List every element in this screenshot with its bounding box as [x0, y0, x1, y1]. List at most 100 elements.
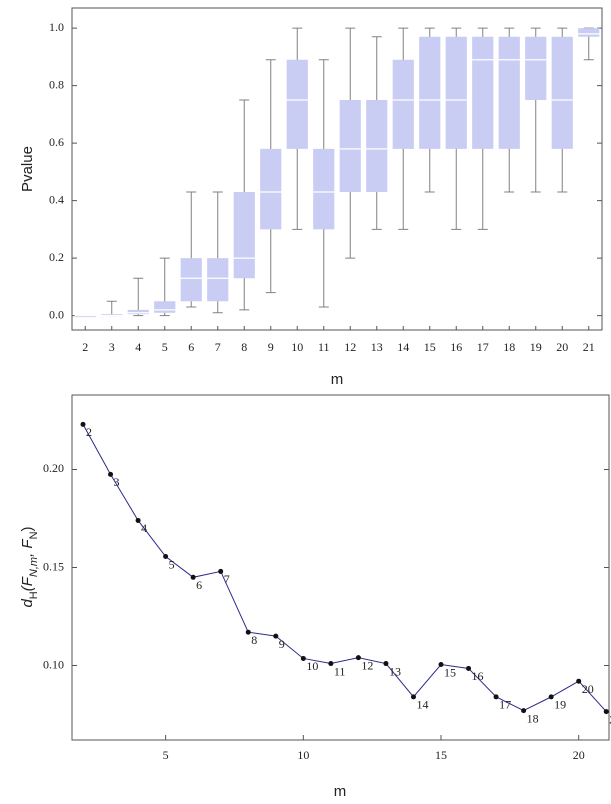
x-tick-label: 4	[135, 340, 141, 354]
data-point	[218, 568, 224, 574]
point-label: 9	[279, 637, 285, 651]
point-label: 14	[416, 698, 428, 712]
point-label: 13	[389, 664, 401, 678]
x-tick-label: 10	[297, 748, 309, 762]
y-label-part: N	[28, 531, 40, 539]
box	[286, 59, 308, 149]
y-tick-label: 0.4	[49, 192, 64, 206]
y-tick-label: 0.10	[43, 657, 64, 671]
point-label: 11	[334, 664, 346, 678]
data-point	[548, 694, 554, 700]
y-label-part: N,m	[28, 557, 40, 577]
y-tick-label: 1.0	[49, 20, 64, 34]
y-label-part: d	[19, 599, 36, 608]
point-label: 4	[141, 521, 147, 535]
data-point	[521, 708, 527, 714]
box	[498, 36, 520, 149]
data-point	[410, 694, 416, 700]
data-point	[438, 662, 444, 668]
y-tick-label: 0.2	[49, 250, 64, 264]
x-tick-label: 5	[163, 748, 169, 762]
data-line	[82, 424, 607, 712]
box	[366, 100, 388, 192]
y-axis-label: Pvalue	[19, 146, 36, 192]
box	[180, 258, 202, 302]
data-point	[603, 709, 609, 715]
point-label: 6	[196, 578, 202, 592]
data-point	[108, 471, 114, 477]
x-tick-label: 15	[424, 340, 436, 354]
box	[578, 28, 600, 37]
frame	[71, 394, 610, 741]
frame	[71, 7, 603, 331]
box	[472, 36, 494, 149]
box	[419, 36, 441, 149]
x-tick-label: 10	[291, 340, 303, 354]
data-point	[466, 665, 472, 671]
point-label: 2	[86, 425, 92, 439]
data-point	[576, 678, 582, 684]
y-tick-label: 0.8	[49, 77, 64, 91]
box	[260, 148, 282, 230]
y-label-part: )	[19, 526, 36, 531]
x-tick-label: 20	[556, 340, 568, 354]
point-label: 10	[306, 659, 318, 673]
box	[551, 36, 573, 149]
box	[154, 301, 176, 313]
data-point	[355, 655, 361, 661]
x-axis-label: m	[331, 371, 344, 388]
y-tick-label: 0.20	[43, 461, 64, 475]
point-label: 7	[224, 572, 230, 586]
data-point	[273, 633, 279, 639]
x-tick-label: 16	[450, 340, 462, 354]
box	[207, 258, 229, 302]
x-tick-label: 15	[435, 748, 447, 762]
data-point	[245, 629, 251, 635]
point-label: 12	[361, 658, 373, 672]
data-point	[190, 574, 196, 580]
box	[74, 315, 96, 318]
x-tick-label: 12	[344, 340, 356, 354]
box	[233, 192, 255, 279]
x-tick-label: 8	[241, 340, 247, 354]
y-label-part: , F	[19, 539, 36, 557]
x-tick-label: 18	[503, 340, 515, 354]
point-label: 3	[114, 475, 120, 489]
x-tick-label: 9	[268, 340, 274, 354]
x-tick-label: 14	[397, 340, 409, 354]
box	[339, 100, 361, 192]
data-point	[80, 421, 86, 427]
point-label: 16	[472, 669, 484, 683]
x-tick-label: 2	[82, 340, 88, 354]
y-tick-label: 0.0	[49, 307, 64, 321]
x-tick-label: 17	[477, 340, 489, 354]
box	[313, 148, 335, 230]
data-point	[300, 655, 306, 661]
y-label-part: H	[28, 591, 40, 599]
x-tick-label: 19	[530, 340, 542, 354]
data-point	[493, 694, 499, 700]
data-point	[383, 661, 389, 667]
y-tick-label: 0.6	[49, 135, 64, 149]
box	[127, 309, 149, 315]
x-tick-label: 3	[109, 340, 115, 354]
x-axis-label: m	[334, 783, 347, 800]
point-label: 8	[251, 633, 257, 647]
data-point	[328, 661, 334, 667]
x-tick-label: 21	[583, 340, 595, 354]
box	[525, 36, 547, 100]
x-tick-label: 20	[573, 748, 585, 762]
point-label: 17	[499, 698, 511, 712]
box	[392, 59, 414, 149]
x-tick-label: 11	[318, 340, 330, 354]
box	[445, 36, 467, 149]
data-point	[163, 554, 169, 560]
point-label: 20	[582, 682, 594, 696]
x-tick-label: 7	[215, 340, 221, 354]
x-tick-label: 13	[371, 340, 383, 354]
y-axis-label: dH(FN,m, FN)	[19, 526, 40, 607]
x-tick-label: 5	[162, 340, 168, 354]
data-point	[135, 517, 141, 523]
y-label-part: (F	[19, 576, 36, 591]
